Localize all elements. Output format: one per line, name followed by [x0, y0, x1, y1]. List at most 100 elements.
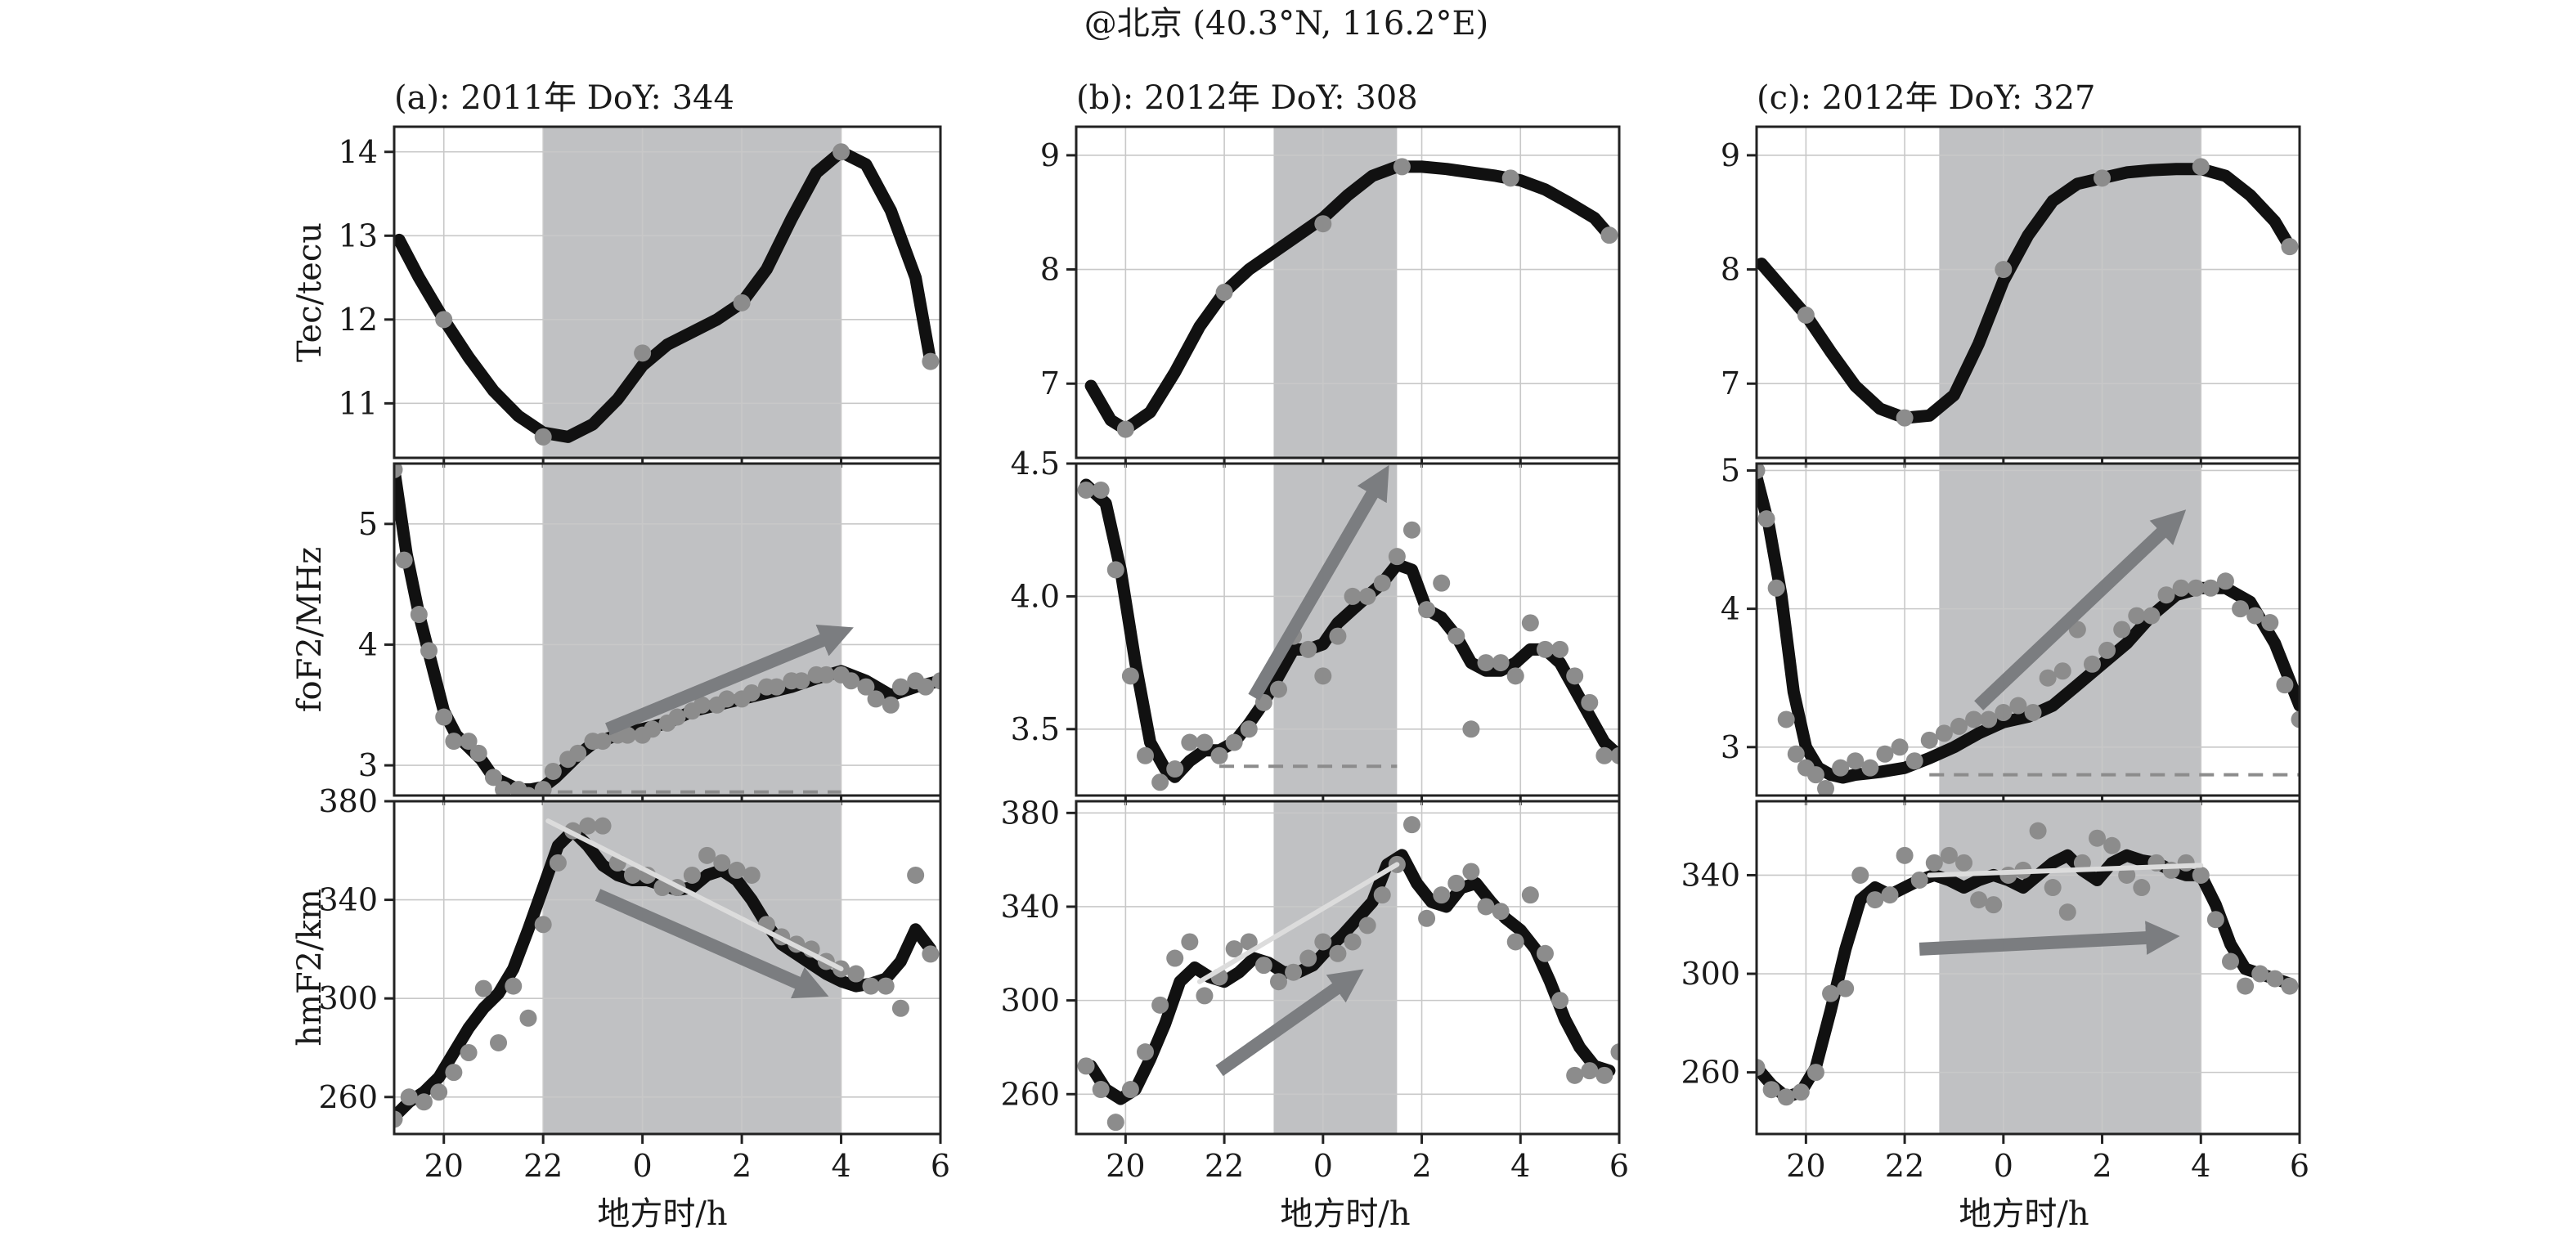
data-point [698, 846, 716, 864]
x-tick-label: 6 [2290, 1148, 2309, 1184]
data-point [2266, 970, 2284, 988]
y-tick-label: 4.5 [1011, 446, 1060, 482]
data-point [623, 866, 641, 884]
x-tick-label: 2 [732, 1148, 752, 1184]
plot-area [394, 464, 940, 796]
data-point [2053, 662, 2071, 680]
data-point [484, 769, 502, 787]
data-point [2113, 621, 2131, 639]
y-tick-label: 4 [358, 626, 378, 662]
axes-frame [1755, 462, 2301, 797]
y-tick-label: 260 [318, 1079, 378, 1115]
panel-b-row-1: 7 8 9 (b): 2012年 DoY: 308 [1040, 79, 1621, 468]
panel-a-row-2: 3 4 5 foF2/MHz [291, 462, 942, 805]
data-point [1116, 420, 1134, 438]
series-curve [1084, 160, 1616, 436]
data-point [1950, 717, 1968, 735]
data-point [1240, 933, 1258, 951]
data-point [733, 294, 751, 312]
data-point [634, 344, 652, 362]
data-point [1581, 693, 1599, 711]
panel-c-row-1: 7 8 9 (c): 2012年 DoY: 327 [1721, 79, 2301, 468]
plot-area [394, 143, 940, 446]
data-point [1851, 866, 1869, 884]
data-point [1995, 261, 2013, 279]
data-point [445, 733, 463, 751]
data-point [1955, 854, 1973, 872]
data-point [1837, 979, 1855, 997]
axes-frame [1755, 125, 2301, 459]
y-axis-label: hmF2/km [291, 889, 329, 1047]
panels: 11 12 13 14 (a): 2011年 DoY: 344 Tec/tecu 7 8 9 (b… [291, 79, 2309, 1184]
y-tick-label: 7 [1040, 365, 1060, 401]
data-point [1121, 1081, 1139, 1099]
data-point [1433, 886, 1451, 904]
data-point [1566, 667, 1584, 685]
x-axis-label-b: 地方时/h [1280, 1195, 1410, 1233]
data-point [1999, 866, 2017, 884]
plot-area [1077, 816, 1619, 1132]
data-point [1792, 1083, 1810, 1101]
shaded-region [543, 127, 841, 458]
data-point [1566, 1066, 1584, 1084]
x-axis-label-a: 地方时/h [597, 1195, 727, 1233]
panel-b-row-2: 3.5 4.0 4.5 [1011, 446, 1621, 805]
data-point [1329, 944, 1347, 962]
data-point [2177, 854, 2195, 872]
data-point [445, 1064, 463, 1082]
x-tick-label: 22 [1885, 1148, 1924, 1184]
axes-frame [393, 125, 942, 459]
y-tick-label: 340 [318, 882, 378, 918]
data-point [2192, 866, 2210, 884]
x-tick-label: 2 [1411, 1148, 1431, 1184]
data-point [1181, 733, 1199, 751]
data-point [2157, 586, 2175, 604]
panel-c-row-3: 260 300 340 20 22 0 2 4 6 [1681, 800, 2309, 1184]
y-tick-label: 9 [1721, 137, 1740, 173]
data-point [460, 733, 478, 751]
data-point [862, 977, 880, 995]
axes-frame [1075, 462, 1621, 797]
figure-suptitle: @北京 (40.3°N, 116.2°E) [1084, 5, 1489, 43]
data-point [2187, 579, 2205, 597]
x-axis-label-c: 地方时/h [1959, 1195, 2089, 1233]
data-point [917, 678, 935, 696]
data-point [420, 642, 438, 660]
data-point [2172, 579, 2190, 597]
data-point [1970, 891, 1988, 909]
data-point [891, 678, 909, 696]
trend-arrow [1248, 464, 1389, 701]
series-curve [1084, 849, 1616, 1105]
data-point [534, 916, 552, 934]
data-point [1891, 738, 1909, 756]
data-point [1447, 627, 1465, 645]
data-point [2098, 641, 2116, 659]
data-point [1106, 561, 1124, 579]
data-point [1920, 731, 1938, 749]
data-point [1610, 1043, 1619, 1061]
data-point [1861, 759, 1879, 777]
plot-area [1757, 822, 2299, 1106]
data-point [882, 696, 900, 714]
axes-frame [393, 800, 942, 1136]
data-point [1092, 1081, 1110, 1099]
y-axis-label: foF2/MHz [291, 547, 329, 712]
data-point [1595, 746, 1613, 764]
y-tick-label: 260 [1681, 1055, 1740, 1091]
data-point [1797, 306, 1815, 324]
data-point [1501, 169, 1519, 187]
plot-area [1084, 158, 1618, 438]
data-point [1373, 574, 1391, 592]
data-point [1822, 984, 1840, 1002]
data-point [519, 787, 537, 796]
shaded-region [1273, 127, 1398, 458]
panel-c-row-2: 3 4 5 [1721, 452, 2301, 805]
data-point [1521, 614, 1539, 632]
data-point [1447, 874, 1465, 892]
data-point [1757, 464, 1766, 479]
x-tick-label: 22 [1205, 1148, 1244, 1184]
data-point [1358, 587, 1376, 605]
data-point [1092, 481, 1110, 499]
data-point [495, 781, 513, 796]
y-tick-label: 3.5 [1011, 711, 1060, 747]
